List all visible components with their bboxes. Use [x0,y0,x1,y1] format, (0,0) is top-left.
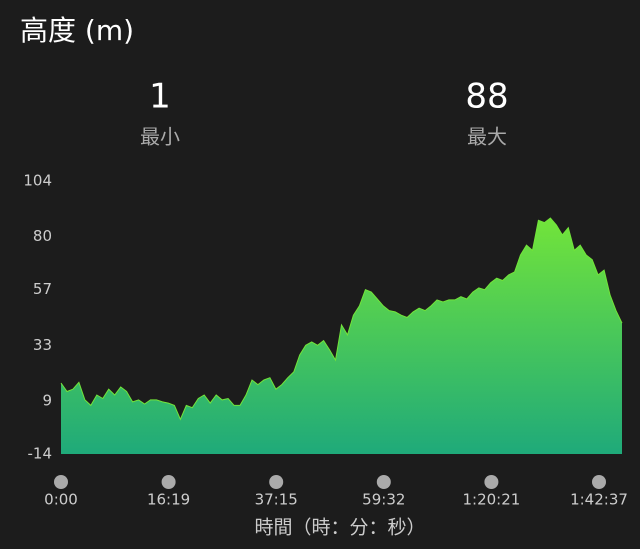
stat-value: 1 [149,77,171,117]
area-fill [61,218,622,454]
x-tick-dot [269,475,284,489]
x-tick-label: 16:19 [147,491,190,509]
x-tick-label: 0:00 [44,491,78,509]
y-tick-label: 9 [42,391,52,409]
x-tick-dot [54,475,68,489]
x-tick-dot [376,475,391,489]
chart-title: 高度 (m) [20,14,134,47]
y-tick-label: 80 [33,227,52,245]
y-tick-label: 57 [33,280,52,298]
y-tick-label: 33 [33,336,52,354]
x-axis-label: 時間（時：分：秒） [254,517,425,539]
stat-label: 最小 [140,125,180,149]
x-tick-label: 1:20:21 [462,491,520,509]
x-tick-label: 1:42:37 [570,491,628,509]
x-tick-label: 59:32 [362,491,405,509]
x-tick-label: 37:15 [255,491,298,509]
y-tick-label: -14 [28,445,53,463]
x-tick-dot [161,475,176,489]
x-tick-dot [484,475,499,489]
area-line [60,217,623,421]
x-tick-dot [592,475,606,489]
stat-value: 88 [465,77,508,117]
y-tick-label: 104 [23,172,52,190]
stat-label: 最大 [467,125,507,149]
